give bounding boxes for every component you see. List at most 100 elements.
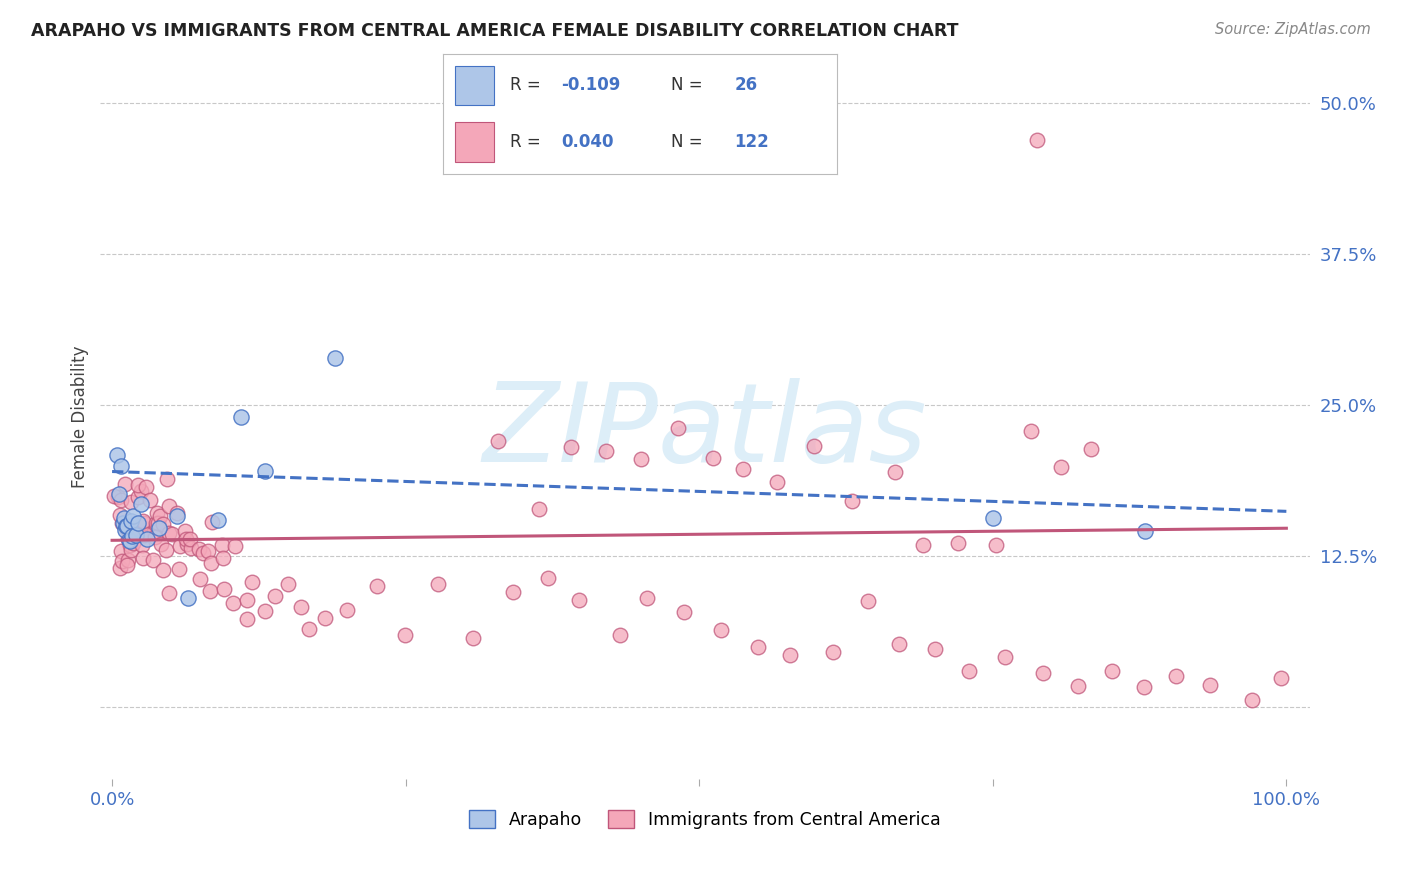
Point bbox=[124, 528, 146, 542]
Point bbox=[142, 553, 165, 567]
Point bbox=[254, 604, 277, 618]
Point bbox=[673, 605, 696, 619]
Point bbox=[111, 516, 134, 530]
Point bbox=[235, 593, 257, 607]
Point bbox=[180, 541, 202, 556]
Point bbox=[188, 541, 211, 556]
Bar bbox=[454, 122, 494, 161]
Point bbox=[856, 594, 879, 608]
Text: N =: N = bbox=[671, 77, 709, 95]
Point bbox=[823, 645, 845, 659]
Point bbox=[236, 612, 259, 626]
Point bbox=[127, 491, 149, 505]
Point bbox=[125, 526, 148, 541]
Point bbox=[157, 586, 180, 600]
Point bbox=[253, 464, 276, 478]
Point bbox=[1067, 679, 1090, 693]
Point bbox=[145, 516, 167, 531]
Point bbox=[155, 542, 177, 557]
Text: R =: R = bbox=[510, 77, 546, 95]
Point bbox=[177, 591, 200, 606]
Point bbox=[630, 452, 652, 467]
Y-axis label: Female Disability: Female Disability bbox=[72, 346, 89, 489]
Point bbox=[117, 533, 139, 547]
Point bbox=[1019, 424, 1042, 438]
Point bbox=[191, 546, 214, 560]
Point bbox=[911, 538, 934, 552]
Bar bbox=[454, 66, 494, 105]
Point bbox=[214, 582, 236, 596]
Point bbox=[107, 490, 129, 504]
Point bbox=[117, 532, 139, 546]
Point bbox=[224, 540, 246, 554]
Point bbox=[111, 516, 134, 531]
Point bbox=[166, 506, 188, 520]
Point bbox=[122, 508, 145, 523]
Point bbox=[314, 610, 336, 624]
Point bbox=[221, 596, 243, 610]
Point bbox=[298, 622, 321, 636]
Text: -0.109: -0.109 bbox=[561, 77, 620, 95]
Point bbox=[277, 576, 299, 591]
Point bbox=[114, 476, 136, 491]
Point bbox=[135, 480, 157, 494]
Text: 122: 122 bbox=[734, 133, 769, 151]
Point bbox=[981, 510, 1004, 524]
Point bbox=[131, 538, 153, 552]
Point bbox=[121, 532, 143, 546]
Text: N =: N = bbox=[671, 133, 709, 151]
Point bbox=[779, 648, 801, 662]
Point bbox=[110, 459, 132, 474]
Point bbox=[134, 527, 156, 541]
Point bbox=[108, 560, 131, 574]
Point bbox=[148, 521, 170, 535]
Point bbox=[174, 524, 197, 538]
Point bbox=[212, 551, 235, 566]
Point bbox=[157, 525, 180, 540]
Point bbox=[766, 475, 789, 490]
Point bbox=[568, 593, 591, 607]
Point bbox=[166, 508, 188, 523]
Legend: Arapaho, Immigrants from Central America: Arapaho, Immigrants from Central America bbox=[463, 803, 948, 836]
Point bbox=[105, 448, 128, 462]
Point bbox=[924, 642, 946, 657]
Point bbox=[1135, 524, 1157, 538]
Point bbox=[120, 543, 142, 558]
Point bbox=[103, 489, 125, 503]
Point bbox=[174, 532, 197, 546]
Point bbox=[132, 516, 155, 531]
Point bbox=[666, 421, 689, 435]
Point bbox=[394, 628, 416, 642]
Point bbox=[240, 575, 263, 590]
Point bbox=[427, 576, 450, 591]
Point bbox=[111, 554, 134, 568]
Point bbox=[197, 544, 219, 558]
Point bbox=[112, 511, 135, 525]
Point bbox=[146, 507, 169, 521]
Point bbox=[132, 514, 155, 528]
Point bbox=[200, 557, 222, 571]
Point bbox=[710, 623, 733, 637]
Point bbox=[1080, 442, 1102, 456]
Point bbox=[127, 516, 149, 531]
Point bbox=[1240, 693, 1263, 707]
Point bbox=[129, 483, 152, 498]
Point bbox=[146, 516, 169, 530]
Point bbox=[139, 493, 162, 508]
Point bbox=[108, 508, 131, 523]
Point bbox=[1133, 680, 1156, 694]
Point bbox=[152, 517, 174, 532]
Point bbox=[117, 519, 139, 533]
Point bbox=[486, 434, 509, 448]
Point bbox=[1164, 669, 1187, 683]
Point bbox=[200, 516, 222, 530]
Point bbox=[131, 497, 153, 511]
Point bbox=[179, 532, 201, 546]
Point bbox=[883, 465, 905, 479]
Point bbox=[120, 514, 142, 528]
Point bbox=[110, 544, 132, 558]
Point bbox=[731, 461, 754, 475]
Point bbox=[994, 650, 1017, 665]
Point bbox=[176, 537, 198, 551]
Point bbox=[136, 532, 159, 546]
